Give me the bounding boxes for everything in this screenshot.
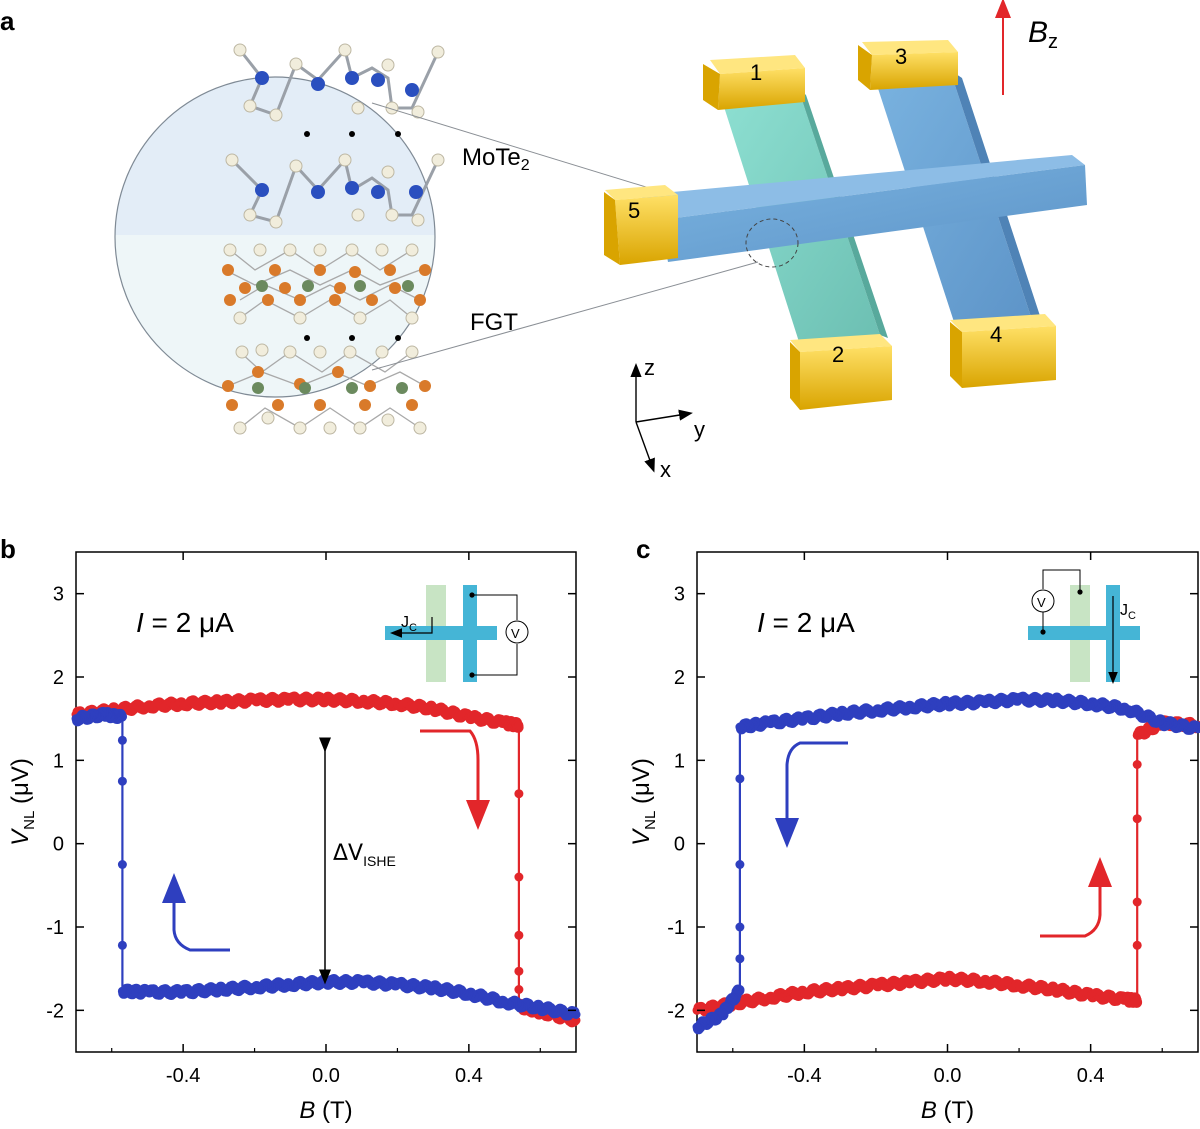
- mote2-atoms-2: [225, 153, 445, 229]
- bz-label: Bz: [1028, 16, 1058, 53]
- delta-label: ΔVISHE: [333, 841, 396, 869]
- panel-label-c: c: [636, 534, 650, 564]
- y-tick-label: -1: [46, 917, 64, 939]
- inset-b-voltmeter: V: [511, 626, 520, 641]
- axis-y-label: y: [694, 417, 705, 442]
- data-point: [71, 714, 81, 724]
- current-annotation: I = 2 μA: [757, 607, 855, 638]
- x-tick-label: 0.0: [312, 1065, 340, 1087]
- fgt-layer-2: [222, 343, 431, 435]
- chart-c: -0.4 0.0 0.4 -2 -1 0 1 2 3 B (T) VNL (μV) I = 2 μA: [628, 551, 1200, 1124]
- crystal-structure-inset: MoTe2 FGT: [114, 43, 530, 435]
- data-point: [692, 1022, 702, 1032]
- series-line-red: [696, 721, 1199, 1012]
- layer-dots-top: [304, 131, 401, 137]
- inset-c-jc-label: JC: [1120, 602, 1136, 622]
- x-tick-label: -0.4: [787, 1065, 821, 1087]
- contact-5: 5: [604, 185, 678, 265]
- y-axis-label: VNL (μV): [7, 758, 38, 846]
- data-point: [735, 860, 745, 869]
- series-line-red: [75, 698, 577, 1022]
- svg-text:2: 2: [832, 342, 844, 367]
- x-tick-label: 0.4: [1077, 1065, 1105, 1087]
- data-point: [117, 986, 127, 996]
- y-tick-label: 3: [674, 584, 685, 606]
- sweep-arrow-blue-c: [775, 741, 848, 848]
- panel-label-b: b: [0, 534, 16, 564]
- y-tick-label: -1: [667, 917, 685, 939]
- contact-4: 4: [950, 314, 1056, 388]
- series-blue: [71, 706, 581, 1021]
- axis-x-label: x: [660, 457, 671, 482]
- mote2-label: MoTe2: [462, 144, 530, 174]
- inset-c-voltmeter: V: [1037, 595, 1046, 610]
- data-point: [1132, 940, 1142, 950]
- current-annotation: I = 2 μA: [136, 607, 234, 638]
- overlap-region: [745, 218, 799, 268]
- data-point: [514, 966, 524, 976]
- svg-text:3: 3: [895, 44, 907, 69]
- sweep-arrow-red-b: [420, 729, 490, 830]
- zoom-line-bottom: [371, 261, 759, 371]
- data-point: [1132, 995, 1142, 1005]
- data-point: [735, 774, 745, 784]
- series-line-blue: [75, 713, 577, 1016]
- fgt-label: FGT: [470, 309, 518, 336]
- data-point: [514, 872, 524, 882]
- inset-c: JC V: [1028, 569, 1140, 684]
- x-axis-label: B (T): [921, 1097, 974, 1124]
- data-point: [1132, 897, 1142, 907]
- svg-text:5: 5: [628, 198, 640, 223]
- data-point: [514, 985, 524, 994]
- svg-text:1: 1: [750, 60, 762, 85]
- data-point: [117, 776, 127, 786]
- layer-dots-bottom: [304, 335, 401, 341]
- y-tick-label: 2: [674, 667, 685, 689]
- x-tick-label: 0.4: [455, 1065, 483, 1087]
- sweep-arrow-red-c: [1040, 857, 1112, 938]
- x-axis-label: B (T): [299, 1097, 352, 1124]
- mote2-atoms-1: [233, 43, 445, 122]
- y-tick-label: 1: [53, 750, 64, 772]
- data-point: [1132, 760, 1142, 769]
- axis-z-label: z: [644, 355, 655, 380]
- data-point: [735, 722, 745, 732]
- data-point: [1132, 814, 1142, 824]
- x-tick-label: 0.0: [934, 1065, 962, 1087]
- data-point: [735, 954, 745, 964]
- y-tick-label: 1: [674, 750, 685, 772]
- data-point: [117, 940, 127, 950]
- panel-label-a: a: [0, 6, 15, 36]
- series-red: [692, 715, 1200, 1017]
- chart-b: -0.4 0.0 0.4 -2 -1 0 1 2 3 B (T) VNL (μV) I = 2 μA: [7, 551, 581, 1124]
- y-tick-label: 2: [53, 667, 64, 689]
- y-tick-label: 3: [53, 584, 64, 606]
- coordinate-axes: [630, 363, 693, 473]
- inset-b-jc-label: JC: [401, 614, 417, 634]
- data-point: [514, 720, 524, 730]
- inset-b: JC V: [385, 585, 529, 682]
- device-schematic: 1 3 5 2 4: [604, 40, 1087, 410]
- contact-3: 3: [858, 40, 958, 90]
- fgt-layer-1: [222, 243, 431, 325]
- contact-2: 2: [790, 334, 892, 410]
- x-tick-label: -0.4: [166, 1065, 200, 1087]
- contact-1: 1: [703, 55, 805, 110]
- y-tick-label: -2: [46, 1000, 64, 1022]
- data-point: [514, 789, 524, 799]
- series-blue: [692, 691, 1200, 1035]
- data-point: [117, 860, 127, 869]
- data-point: [735, 922, 745, 932]
- sweep-arrow-blue-b: [162, 873, 230, 952]
- data-point: [117, 735, 127, 745]
- y-tick-label: 0: [674, 834, 685, 856]
- y-tick-label: -2: [667, 1000, 685, 1022]
- data-point: [514, 930, 524, 940]
- svg-text:4: 4: [990, 322, 1002, 347]
- y-tick-label: 0: [53, 834, 64, 856]
- y-axis-label: VNL (μV): [628, 758, 659, 846]
